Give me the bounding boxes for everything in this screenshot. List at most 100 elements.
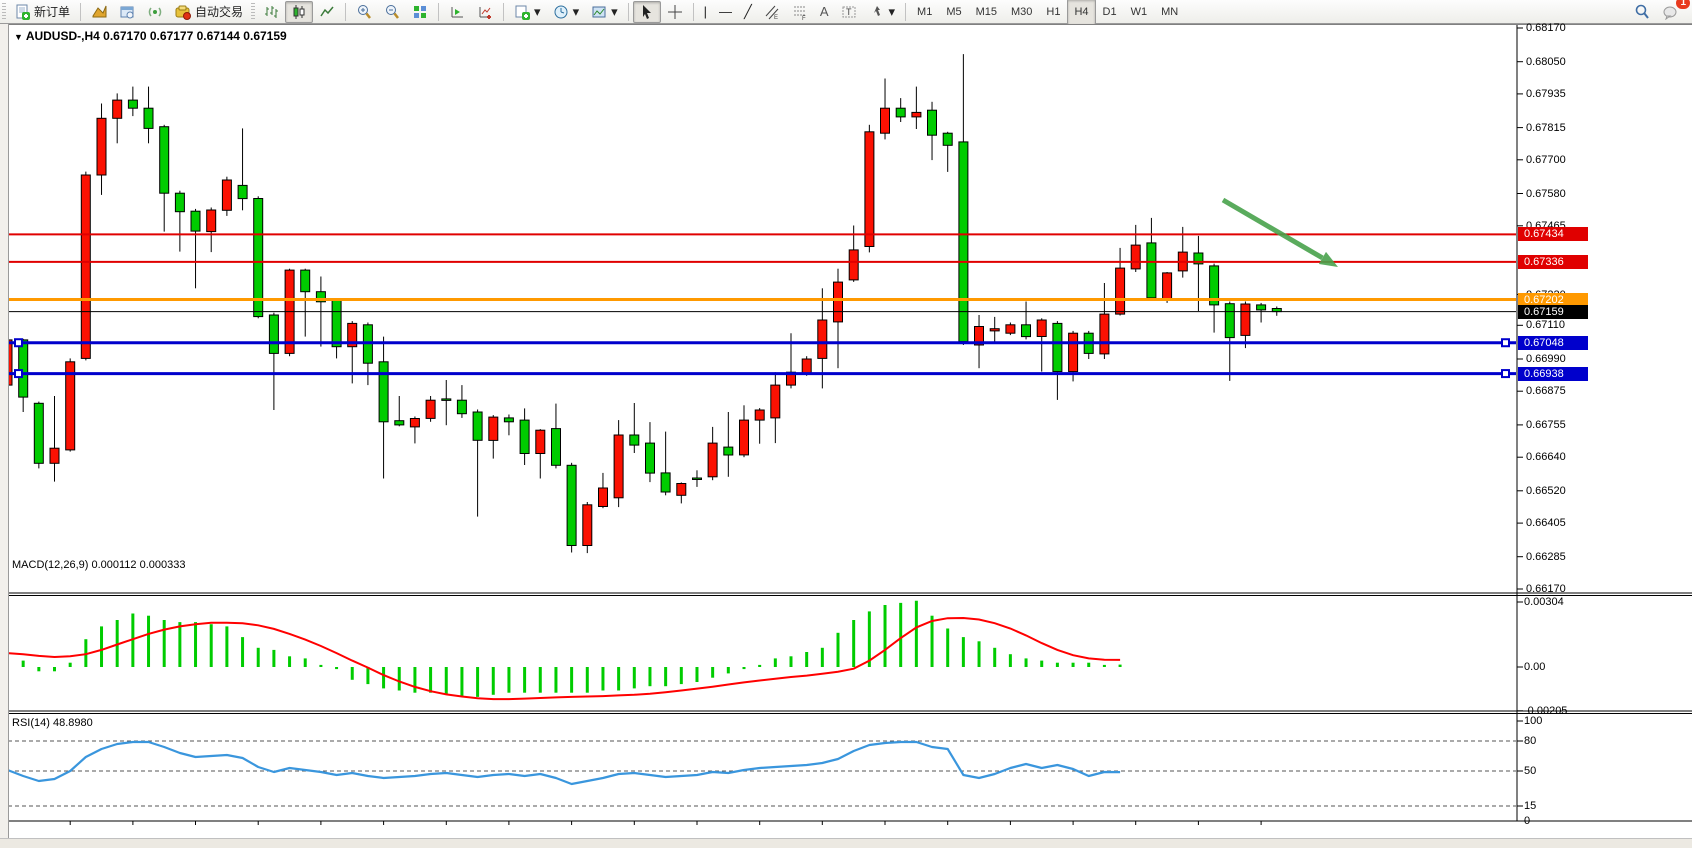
price-tick-label: 0.66520 — [1526, 484, 1566, 497]
price-level-chip: 0.67434 — [1518, 227, 1588, 242]
market-watch-button[interactable] — [113, 1, 141, 23]
price-level-chip: 0.67202 — [1518, 292, 1588, 307]
text-label-icon: T — [841, 4, 857, 20]
zoom-out-button[interactable] — [378, 1, 406, 23]
timeframe-button-m1[interactable]: M1 — [917, 5, 933, 18]
strategy-tester-button[interactable] — [443, 1, 471, 23]
macd-tick-label: 0.00 — [1524, 661, 1546, 673]
new-order-button[interactable]: 新订单 — [8, 1, 76, 23]
periods-button[interactable]: ▾ — [547, 1, 586, 23]
separator — [438, 2, 440, 21]
price-level-chip: 0.66938 — [1518, 366, 1588, 381]
search-icon — [1634, 4, 1650, 20]
chart-title-bar: ▼ AUDUSD-,H4 0.67170 0.67177 0.67144 0.6… — [14, 29, 287, 43]
search-button[interactable] — [1628, 1, 1656, 23]
new-order-icon — [14, 4, 30, 20]
price-tick-label: 0.66755 — [1526, 418, 1566, 431]
timeframe-button-m30[interactable]: M30 — [1011, 5, 1033, 18]
market-watch-icon — [119, 4, 135, 20]
price-tick-label: 0.66170 — [1526, 583, 1566, 595]
rsi-tick-label: 50 — [1524, 765, 1537, 777]
bar-chart-button[interactable] — [257, 1, 285, 23]
channel-icon: E — [764, 4, 780, 21]
signals-button[interactable] — [141, 1, 169, 23]
candlestick-chart-button[interactable] — [285, 0, 314, 23]
auto-trading-icon — [175, 4, 192, 20]
chat-icon — [1662, 4, 1678, 20]
price-tick-label: 0.68050 — [1526, 55, 1566, 68]
timeframe-bar: M1 M5 M15 M30 H1 H4 D1 W1 MN — [910, 0, 1185, 25]
svg-text:T: T — [846, 7, 852, 17]
collapse-indicator-icon[interactable]: ▼ — [14, 32, 23, 42]
price-tick-label: 0.66875 — [1526, 385, 1566, 398]
text-button[interactable]: A — [814, 1, 835, 23]
trendline-button[interactable]: ╱ — [738, 1, 758, 23]
rsi-indicator-label: RSI(14) 48.8980 — [12, 717, 93, 729]
template-icon — [591, 4, 607, 20]
dropdown-caret: ▾ — [572, 4, 580, 19]
bar-chart-icon — [263, 4, 279, 20]
chart-plot-area[interactable] — [0, 25, 1692, 839]
arrows-icon — [869, 4, 885, 20]
tester-icon — [449, 4, 465, 20]
separator — [80, 2, 82, 21]
timeframe-button-m15[interactable]: M15 — [975, 5, 998, 18]
macd-tick-label: -0.00205 — [1524, 704, 1568, 717]
svg-text:F: F — [802, 16, 806, 20]
price-level-chip: 0.67159 — [1518, 304, 1588, 319]
timeframe-button-w1[interactable]: W1 — [1130, 5, 1148, 18]
zoom-out-icon — [384, 4, 400, 20]
tile-windows-button[interactable] — [406, 1, 434, 23]
toolbar-grip — [251, 2, 256, 21]
arrows-button[interactable]: ▾ — [863, 1, 902, 23]
chat-button[interactable]: 1 — [1656, 0, 1690, 23]
zoom-in-icon — [356, 4, 372, 20]
quotes-button[interactable] — [85, 1, 113, 23]
tile-windows-icon — [412, 4, 428, 20]
price-tick-label: 0.67700 — [1526, 153, 1566, 166]
rsi-tick-label: 100 — [1524, 715, 1543, 727]
timeframe-button-h1[interactable]: H1 — [1046, 5, 1061, 18]
new-order-label: 新订单 — [34, 5, 71, 19]
price-level-chip: 0.67336 — [1518, 254, 1588, 269]
price-tick-label: 0.67935 — [1526, 87, 1566, 100]
new-chart-button[interactable] — [471, 1, 499, 23]
templates-button[interactable]: ▾ — [585, 1, 624, 23]
channel-button[interactable]: E — [758, 1, 786, 23]
cursor-button[interactable] — [632, 0, 661, 23]
vertical-line-button[interactable]: | — [698, 1, 713, 23]
text-label-button[interactable]: T — [835, 1, 863, 23]
separator — [905, 2, 907, 21]
main-toolbar: 新订单 自动交易 ▾ ▾ ▾ | — ╱ E F — [0, 0, 1692, 25]
text-icon: A — [819, 4, 829, 19]
notification-badge: 1 — [1676, 0, 1690, 9]
rsi-tick-label: 0 — [1524, 815, 1531, 827]
indicators-button[interactable]: ▾ — [508, 1, 547, 23]
cursor-icon — [639, 4, 655, 20]
ohlc-readout: 0.67170 0.67177 0.67144 0.67159 — [103, 29, 287, 43]
crosshair-button[interactable] — [661, 1, 689, 23]
fibonacci-button[interactable]: F — [786, 1, 814, 23]
timeframe-button-m5[interactable]: M5 — [946, 5, 962, 18]
price-tick-label: 0.67580 — [1526, 187, 1566, 200]
auto-trading-button[interactable]: 自动交易 — [169, 1, 249, 23]
fibonacci-icon: F — [792, 4, 808, 22]
price-tick-label: 0.66990 — [1526, 353, 1566, 365]
macd-indicator-label: MACD(12,26,9) 0.000112 0.000333 — [12, 559, 186, 571]
zoom-in-button[interactable] — [350, 1, 378, 23]
quotes-icon — [91, 4, 107, 20]
timeframe-button-h4[interactable]: H4 — [1067, 0, 1096, 25]
new-chart-icon — [477, 4, 493, 20]
line-chart-button[interactable] — [313, 1, 341, 23]
horizontal-line-button[interactable]: — — [713, 1, 738, 23]
timeframe-button-d1[interactable]: D1 — [1102, 5, 1117, 18]
price-tick-label: 0.67110 — [1526, 319, 1565, 332]
price-level-chip: 0.67048 — [1518, 335, 1588, 350]
separator — [345, 2, 347, 21]
timeframe-button-mn[interactable]: MN — [1161, 5, 1179, 18]
window-bottom-edge — [0, 838, 1692, 848]
separator — [503, 2, 505, 21]
symbol-period-label: AUDUSD-,H4 — [25, 29, 100, 43]
trendline-icon: ╱ — [744, 4, 752, 19]
svg-text:E: E — [774, 15, 778, 20]
